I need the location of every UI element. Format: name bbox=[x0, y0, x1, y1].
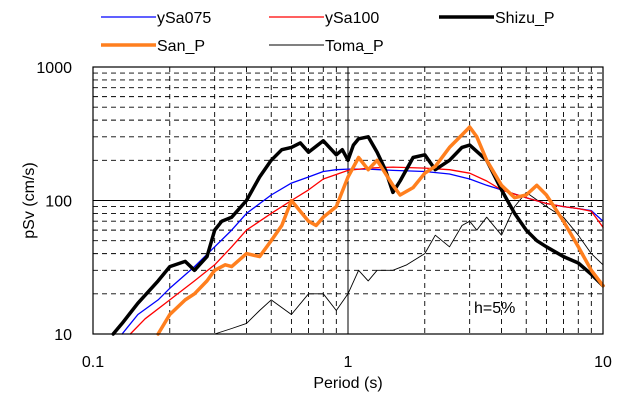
grid-lines bbox=[93, 67, 603, 334]
x-tick-label: 1 bbox=[344, 354, 353, 371]
legend-label-ysa100: ySa100 bbox=[325, 10, 379, 27]
plot-frame bbox=[92, 66, 604, 335]
series-layer bbox=[111, 125, 605, 336]
y-tick-label: 10 bbox=[54, 327, 72, 344]
legend-label-ysa075: ySa075 bbox=[157, 10, 211, 27]
damping-annotation: h=5% bbox=[474, 300, 515, 317]
x-tick-label: 0.1 bbox=[82, 354, 104, 371]
legend-label-shizu-p: Shizu_P bbox=[495, 10, 555, 27]
y-axis-label: pSv (cm/s) bbox=[21, 162, 38, 238]
x-tick-label: 10 bbox=[594, 354, 612, 371]
series-line-san-p bbox=[156, 125, 605, 336]
series-line-shizu-p bbox=[111, 135, 605, 336]
series-line-ysa100 bbox=[129, 166, 604, 335]
series-line-ysa075 bbox=[121, 168, 604, 335]
tick-labels: 0.1 1 10 10 100 1000 bbox=[36, 60, 612, 371]
x-axis-label: Period (s) bbox=[313, 375, 382, 392]
legend-label-toma-p: Toma_P bbox=[325, 38, 384, 55]
y-tick-label: 1000 bbox=[36, 60, 72, 77]
legend: ySa075 ySa100 Shizu_P San_P Toma_P bbox=[101, 10, 555, 55]
legend-label-san-p: San_P bbox=[157, 38, 205, 55]
y-tick-label: 100 bbox=[45, 194, 72, 211]
